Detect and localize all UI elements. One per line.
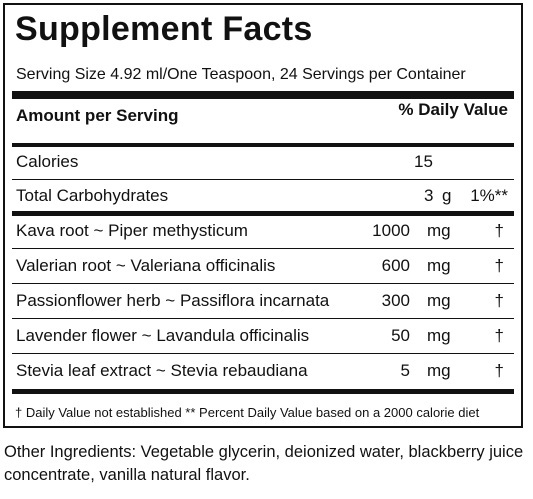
other-ingredients: Other Ingredients: Vegetable glycerin, d… <box>4 443 524 484</box>
row-divider <box>12 179 514 180</box>
ingredient-row: Valerian root ~ Valeriana officinalis 60… <box>12 249 514 283</box>
ingredient-name: Kava root ~ Piper methysticum <box>16 221 248 240</box>
amount-per-serving-header: Amount per Serving <box>16 106 179 125</box>
panel-title: Supplement Facts <box>15 10 313 48</box>
dagger-icon: † <box>494 326 504 345</box>
ingredient-row: Passionflower herb ~ Passiflora incarnat… <box>12 284 514 318</box>
row-divider <box>12 318 514 319</box>
daily-value-header: % Daily Value <box>398 100 508 119</box>
dagger-icon: † <box>494 256 504 275</box>
ingredient-unit: mg <box>427 256 451 275</box>
carbohydrates-daily-value: 1%** <box>470 186 508 205</box>
supplement-facts-panel: Supplement Facts Serving Size 4.92 ml/On… <box>3 3 523 428</box>
ingredient-unit: mg <box>427 326 451 345</box>
footnote: † Daily Value not established ** Percent… <box>15 405 480 420</box>
ingredient-name: Passionflower herb ~ Passiflora incarnat… <box>16 291 330 310</box>
ingredient-amount: 5 <box>400 361 410 380</box>
ingredient-name: Lavender flower ~ Lavandula officinalis <box>16 326 310 345</box>
bottom-divider <box>12 389 514 394</box>
dagger-icon: † <box>494 291 504 310</box>
ingredient-unit: mg <box>427 221 451 240</box>
ingredient-amount: 600 <box>381 256 410 275</box>
ingredient-amount: 1000 <box>372 221 410 240</box>
calories-label: Calories <box>16 152 79 171</box>
ingredient-unit: mg <box>427 291 451 310</box>
serving-info: Serving Size 4.92 ml/One Teaspoon, 24 Se… <box>16 66 466 83</box>
ingredient-row: Kava root ~ Piper methysticum 1000 mg † <box>12 214 514 248</box>
calories-row: Calories 15 <box>12 145 514 179</box>
row-divider <box>12 353 514 354</box>
header-divider <box>12 143 514 147</box>
ingredient-row: Lavender flower ~ Lavandula officinalis … <box>12 319 514 353</box>
ingredient-amount: 50 <box>391 326 410 345</box>
ingredient-name: Stevia leaf extract ~ Stevia rebaudiana <box>16 361 308 380</box>
ingredient-row: Stevia leaf extract ~ Stevia rebaudiana … <box>12 354 514 388</box>
carbohydrates-amount: 3 <box>424 186 434 205</box>
section-divider <box>12 211 514 216</box>
carbohydrates-row: Total Carbohydrates 3 g 1%** <box>12 179 514 213</box>
dagger-icon: † <box>494 361 504 380</box>
carbohydrates-label: Total Carbohydrates <box>16 186 169 205</box>
ingredient-amount: 300 <box>381 291 410 310</box>
carbohydrates-unit: g <box>442 186 452 205</box>
row-divider <box>12 248 514 249</box>
ingredient-name: Valerian root ~ Valeriana officinalis <box>16 256 276 275</box>
thick-divider <box>12 91 514 99</box>
ingredient-unit: mg <box>427 361 451 380</box>
calories-amount: 15 <box>414 152 433 171</box>
row-divider <box>12 283 514 284</box>
dagger-icon: † <box>494 221 504 240</box>
